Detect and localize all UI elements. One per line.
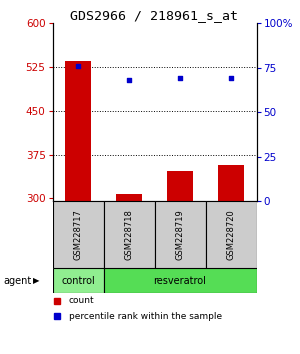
Bar	[218, 165, 244, 201]
Text: GSM228720: GSM228720	[226, 209, 236, 260]
Text: GSM228719: GSM228719	[176, 209, 184, 260]
Bar	[103, 268, 256, 293]
Text: GSM228718: GSM228718	[124, 209, 134, 260]
Text: percentile rank within the sample: percentile rank within the sample	[69, 312, 222, 321]
Text: control: control	[61, 276, 95, 286]
Bar	[116, 194, 142, 201]
Text: agent: agent	[3, 276, 31, 286]
Bar	[52, 268, 104, 293]
Point	[178, 75, 182, 81]
Title: GDS2966 / 218961_s_at: GDS2966 / 218961_s_at	[70, 9, 239, 22]
Bar	[65, 61, 91, 201]
Bar	[206, 201, 256, 268]
Bar	[52, 201, 104, 268]
Bar	[154, 201, 206, 268]
Bar	[167, 171, 193, 201]
Text: resveratrol: resveratrol	[154, 276, 206, 286]
Text: GSM228717: GSM228717	[74, 209, 82, 260]
Point	[76, 63, 80, 69]
Point	[127, 77, 131, 83]
Text: ▶: ▶	[33, 276, 40, 285]
Point	[229, 75, 233, 81]
Bar	[103, 201, 154, 268]
Text: count: count	[69, 296, 94, 306]
